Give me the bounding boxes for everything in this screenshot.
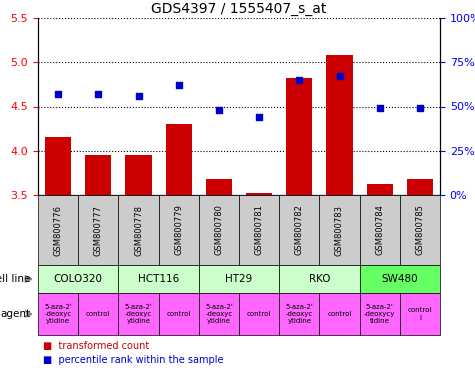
Bar [286,78,313,195]
Text: control: control [247,311,271,317]
Text: RKO: RKO [309,274,330,284]
Text: GSM800776: GSM800776 [54,205,63,255]
Text: GSM800781: GSM800781 [255,205,264,255]
Point [54,91,62,97]
Text: HT29: HT29 [225,274,253,284]
Text: GSM800778: GSM800778 [134,205,143,255]
Point [135,93,142,99]
Text: 5-aza-2'
-deoxyc
ytidine: 5-aza-2' -deoxyc ytidine [124,304,152,324]
Text: 5-aza-2'
-deoxycy
tidine: 5-aza-2' -deoxycy tidine [364,304,395,324]
Bar [246,193,272,195]
Text: control: control [167,311,191,317]
Point [336,73,343,79]
Text: GSM800783: GSM800783 [335,205,344,255]
Text: GSM800785: GSM800785 [416,205,424,255]
Text: 5-aza-2'
-deoxyc
ytidine: 5-aza-2' -deoxyc ytidine [285,304,313,324]
Text: cell line: cell line [0,274,31,284]
Text: 5-aza-2'
-deoxyc
ytidine: 5-aza-2' -deoxyc ytidine [205,304,233,324]
Bar [125,155,152,195]
Text: SW480: SW480 [381,274,418,284]
Text: control
l: control l [408,308,432,321]
Text: HCT116: HCT116 [138,274,179,284]
Point [295,77,303,83]
Text: GSM800777: GSM800777 [94,205,103,255]
Text: agent: agent [1,309,31,319]
Bar [45,137,71,195]
Text: GSM800780: GSM800780 [214,205,223,255]
Text: 5-aza-2'
-deoxyc
ytidine: 5-aza-2' -deoxyc ytidine [44,304,72,324]
Text: GSM800779: GSM800779 [174,205,183,255]
Bar [206,179,232,195]
Point [416,105,424,111]
Bar [407,179,433,195]
Point [255,114,263,120]
Text: COLO320: COLO320 [54,274,103,284]
Bar [326,55,352,195]
Text: ■  transformed count: ■ transformed count [43,341,149,351]
Text: control: control [327,311,352,317]
Bar [367,184,393,195]
Title: GDS4397 / 1555407_s_at: GDS4397 / 1555407_s_at [152,2,327,16]
Point [175,82,182,88]
Point [95,91,102,97]
Point [215,107,223,113]
Text: control: control [86,311,111,317]
Bar [85,155,111,195]
Point [376,105,383,111]
Text: GSM800784: GSM800784 [375,205,384,255]
Text: GSM800782: GSM800782 [295,205,304,255]
Text: ■  percentile rank within the sample: ■ percentile rank within the sample [43,355,223,365]
Bar [166,124,192,195]
